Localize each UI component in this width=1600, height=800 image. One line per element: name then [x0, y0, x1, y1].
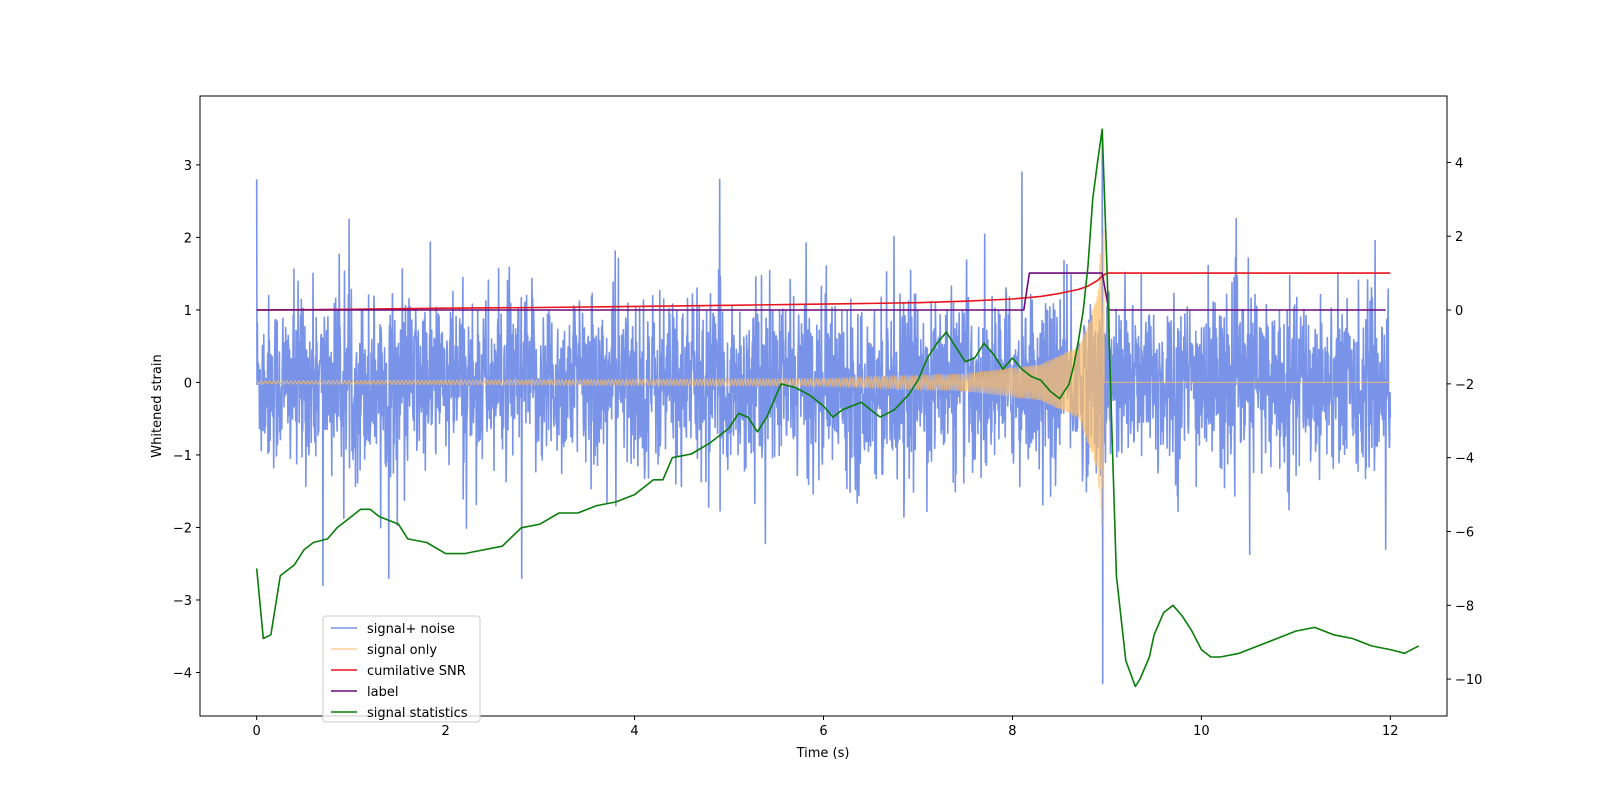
- x-tick-label: 8: [1008, 724, 1016, 739]
- legend: signal+ noise signal only cumilative SNR la…: [322, 615, 481, 723]
- y-tick-label: 3: [184, 159, 192, 174]
- series-line-signal-noise: [255, 135, 1392, 685]
- series-line-cumilative-snr: [256, 272, 1391, 311]
- y-tick-label: −1: [173, 449, 192, 464]
- y2-tick-label: −6: [1455, 525, 1474, 540]
- y2-tick-label: 4: [1455, 156, 1463, 171]
- y-axis-label: Whitened strain: [150, 354, 165, 457]
- legend-label: label: [367, 685, 398, 700]
- x-tick-label: 4: [630, 724, 638, 739]
- series-line-signal-statistics: [255, 128, 1420, 688]
- y-tick-label: −4: [173, 666, 192, 681]
- series-line-signal-only: [256, 229, 1391, 559]
- x-tick-label: 12: [1382, 724, 1399, 739]
- legend-label: signal only: [367, 643, 437, 658]
- y2-tick-label: −4: [1455, 452, 1474, 467]
- y2-tick-label: −10: [1455, 673, 1482, 688]
- y-tick-label: −3: [173, 594, 192, 609]
- y2-tick-label: −8: [1455, 599, 1474, 614]
- series-line-label: [256, 272, 1386, 311]
- series-layer: [255, 128, 1420, 688]
- legend-label: cumilative SNR: [367, 664, 466, 679]
- y2-tick-label: 2: [1455, 230, 1463, 245]
- y2-tick-label: −2: [1455, 378, 1474, 393]
- y-axis-left: −4 −3 −2 −1 0 1 2 3: [173, 159, 200, 681]
- y-tick-label: 1: [184, 304, 192, 319]
- y-tick-label: 2: [184, 231, 192, 246]
- y-axis-right: −10 −8 −6 −4 −2 0 2 4: [1447, 156, 1482, 688]
- legend-box: [322, 615, 481, 723]
- x-axis-label: Time (s): [796, 746, 850, 761]
- legend-label: signal+ noise: [367, 622, 455, 637]
- x-tick-label: 0: [253, 724, 261, 739]
- legend-label: signal statistics: [367, 706, 468, 721]
- y-tick-label: −2: [173, 521, 192, 536]
- y2-tick-label: 0: [1455, 304, 1463, 319]
- x-tick-label: 6: [819, 724, 827, 739]
- y-tick-label: 0: [184, 376, 192, 391]
- x-tick-label: 2: [441, 724, 449, 739]
- x-tick-label: 10: [1193, 724, 1210, 739]
